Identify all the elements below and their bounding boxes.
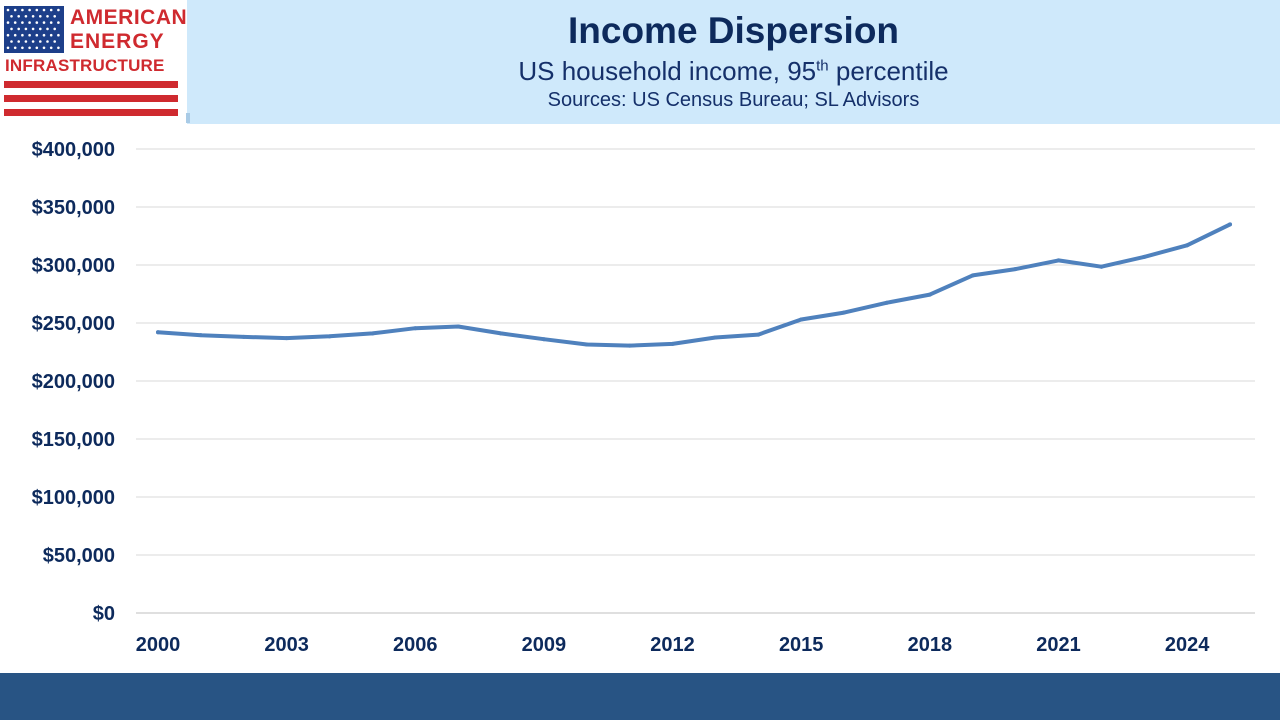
logo-line-3: INFRASTRUCTURE [5,56,165,75]
y-tick-label: $300,000 [32,255,115,277]
data-point [241,334,246,339]
data-point [1056,258,1061,263]
y-tick-label: $200,000 [32,371,115,393]
data-point [584,342,589,347]
data-point [413,326,418,331]
data-point [799,317,804,322]
data-point [884,300,889,305]
x-tick-label: 2000 [136,634,181,656]
x-tick-label: 2009 [522,634,567,656]
data-point [670,341,675,346]
x-tick-label: 2003 [264,634,309,656]
y-tick-label: $150,000 [32,429,115,451]
data-point [970,273,975,278]
data-point [927,292,932,297]
data-point [327,334,332,339]
footer-band [0,673,1280,720]
logo: AMERICAN ENERGY INFRASTRUCTURE [0,0,188,124]
data-point [156,330,160,335]
x-tick-label: 2018 [908,634,953,656]
data-point [499,331,504,336]
logo-line-2: ENERGY [70,30,165,53]
data-point [1185,243,1190,248]
x-tick-label: 2015 [779,634,824,656]
chart-title: Income Dispersion [567,10,900,51]
subtitle-end: percentile [828,56,949,86]
data-point [198,333,203,338]
y-tick-label: $50,000 [43,545,115,567]
data-points [156,222,1232,348]
data-point [627,343,632,348]
gridlines [136,148,1255,614]
chart-subtitle: US household income, 95th percentile [187,56,1280,87]
y-tick-label: $350,000 [32,197,115,219]
y-tick-label: $0 [93,603,115,625]
chart-sources: Sources: US Census Bureau; SL Advisors [547,89,920,111]
data-point [370,331,375,336]
data-point [713,335,718,340]
line-chart: $0 $50,000 $100,000 $150,000 $200,000 $250,00… [32,139,1255,656]
subtitle-main: US household income, 95 [518,56,817,86]
x-tick-label: 2024 [1165,634,1210,656]
data-point [1099,264,1104,269]
header-accent [186,113,190,123]
y-tick-label: $250,000 [32,313,115,335]
y-axis-ticks: $0 $50,000 $100,000 $150,000 $200,000 $250,00… [32,139,115,625]
data-point [1013,267,1018,272]
data-point [756,332,761,337]
series-line [156,222,1232,348]
y-tick-label: $400,000 [32,139,115,161]
x-axis-ticks: 2000 2003 2006 2009 2012 2015 2018 2021 2024 [136,634,1210,656]
logo-line-1: AMERICAN [70,6,188,29]
x-tick-label: 2021 [1036,634,1081,656]
data-point [1228,222,1232,227]
data-point [1142,254,1147,259]
data-point [541,337,546,342]
subtitle-superscript: th [816,57,829,75]
data-point [284,336,289,341]
flag-icon [4,6,178,116]
y-tick-label: $100,000 [32,487,115,509]
data-point [456,324,461,329]
data-point [842,310,847,315]
x-tick-label: 2006 [393,634,438,656]
x-tick-label: 2012 [650,634,695,656]
header-band [187,0,1280,124]
